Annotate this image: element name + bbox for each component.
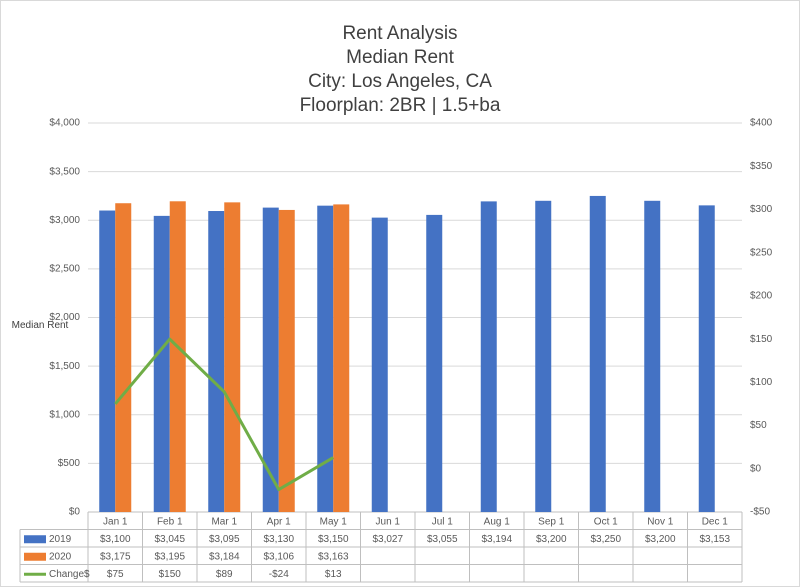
chart-title: City: Los Angeles, CA — [308, 71, 492, 92]
x-tick-label: Jan 1 — [103, 516, 128, 527]
bar — [224, 202, 241, 512]
legend-label: 2019 — [49, 534, 72, 545]
table-value: $3,163 — [318, 551, 349, 562]
y2-tick-label: $350 — [750, 161, 773, 172]
table-value: $3,200 — [536, 534, 567, 545]
bar — [153, 215, 170, 512]
y-tick-label: $1,500 — [49, 361, 80, 372]
table-value: $13 — [325, 569, 342, 580]
y-tick-label: $2,000 — [49, 312, 80, 323]
table-value: -$24 — [269, 569, 289, 580]
line — [114, 337, 335, 492]
legend-key — [24, 535, 46, 544]
bar — [589, 195, 606, 512]
bar — [317, 205, 334, 512]
table-value: $3,095 — [209, 534, 240, 545]
table-value: $75 — [107, 569, 124, 580]
y2-tick-label: $400 — [750, 118, 773, 129]
bar — [535, 200, 552, 513]
table-value: $3,027 — [372, 534, 403, 545]
y-tick-label: $2,500 — [49, 264, 80, 275]
y2-tick-label: $100 — [750, 377, 773, 388]
x-tick-label: Jul 1 — [432, 516, 454, 527]
legend-key — [24, 552, 46, 561]
table-value: $3,100 — [100, 534, 131, 545]
bar — [99, 210, 116, 512]
x-tick-label: Jun 1 — [376, 516, 401, 527]
table-value: $3,055 — [427, 534, 458, 545]
x-tick-label: Mar 1 — [211, 516, 237, 527]
y-tick-label: $500 — [58, 458, 81, 469]
x-tick-label: Oct 1 — [594, 516, 618, 527]
y2-tick-label: -$50 — [750, 507, 770, 518]
bar — [333, 204, 350, 512]
table-value: $3,195 — [154, 551, 185, 562]
bar — [426, 214, 443, 512]
y-axis-label-box: Median Rent — [11, 320, 69, 331]
table-value: $3,175 — [100, 551, 131, 562]
table-value: $89 — [216, 569, 233, 580]
x-tick-label: Sep 1 — [538, 516, 565, 527]
y2-tick-label: $300 — [750, 204, 773, 215]
bar — [480, 201, 497, 513]
y-tick-label: $3,500 — [49, 166, 80, 177]
y-tick-label: $3,000 — [49, 215, 80, 226]
y-tick-label: $0 — [69, 507, 81, 518]
chart-title: Floorplan: 2BR | 1.5+ba — [300, 95, 501, 116]
y2-tick-label: $250 — [750, 247, 773, 258]
bar — [262, 207, 279, 513]
y2-tick-label: $50 — [750, 420, 767, 431]
table-value: $3,184 — [209, 551, 240, 562]
bar — [169, 201, 186, 512]
y2-tick-label: $0 — [750, 463, 762, 474]
bar — [644, 200, 661, 513]
y-axis-label: Median Rent — [11, 320, 69, 331]
table-value: $3,045 — [154, 534, 185, 545]
table-value: $3,130 — [263, 534, 294, 545]
y2-tick-label: $150 — [750, 334, 773, 345]
legend-label: 2020 — [49, 551, 72, 562]
table-value: $3,194 — [481, 534, 512, 545]
bar — [278, 209, 295, 512]
x-tick-label: Aug 1 — [484, 516, 511, 527]
x-tick-label: Apr 1 — [267, 516, 291, 527]
y2-tick-label: $200 — [750, 291, 773, 302]
x-tick-label: Dec 1 — [702, 516, 729, 527]
table-value: $3,250 — [590, 534, 621, 545]
bar — [371, 217, 388, 512]
legend-label: Change$ — [49, 569, 90, 580]
table-value: $3,200 — [645, 534, 676, 545]
x-tick-label: Nov 1 — [647, 516, 674, 527]
table-value: $150 — [159, 569, 182, 580]
table-value: $3,153 — [699, 534, 730, 545]
table-value: $3,150 — [318, 534, 349, 545]
chart-title: Median Rent — [346, 47, 454, 68]
bar — [698, 205, 715, 513]
table-value: $3,106 — [263, 551, 294, 562]
y-tick-label: $4,000 — [49, 118, 80, 129]
chart-title: Rent Analysis — [342, 23, 457, 44]
x-tick-label: May 1 — [320, 516, 348, 527]
y-tick-label: $1,000 — [49, 409, 80, 420]
bar — [115, 203, 132, 512]
x-tick-label: Feb 1 — [157, 516, 183, 527]
bar — [208, 211, 225, 513]
